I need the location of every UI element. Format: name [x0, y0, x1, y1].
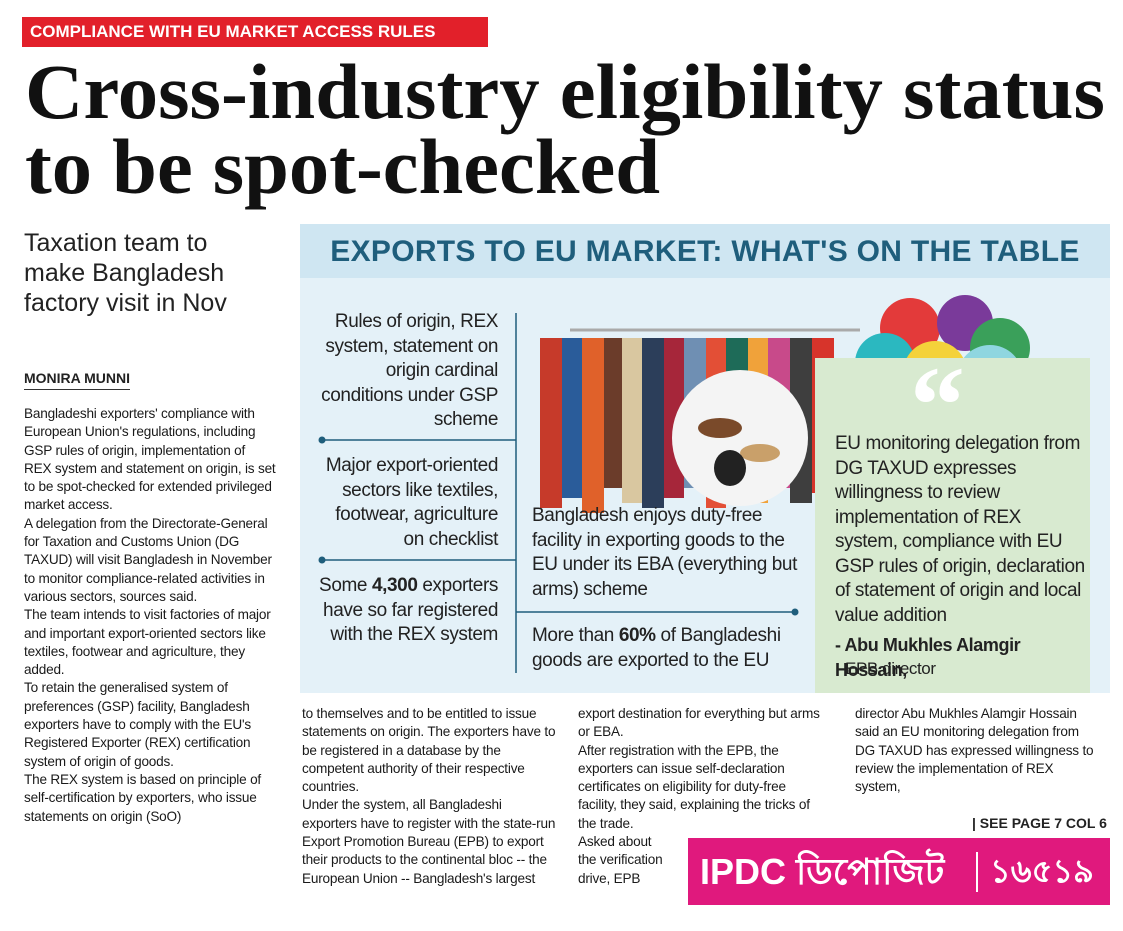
paragraph: The REX system is based on principle of … [24, 771, 262, 824]
clothes [540, 338, 834, 513]
highlight: 60% [618, 625, 656, 646]
ad-divider [976, 852, 978, 892]
text: More than [532, 625, 619, 646]
info-item: Rules of origin, REX system, statement o… [314, 310, 498, 433]
text: Rules of origin, REX system, statement o… [321, 311, 498, 430]
infographic: EXPORTS TO EU MARKET: WHAT'S ON THE TABL… [300, 224, 1110, 693]
quote-text: EU monitoring delegation from DG TAXUD e… [835, 433, 1085, 626]
paragraph: The team intends to visit factories of m… [24, 607, 271, 678]
quote-role: EPB director [845, 659, 936, 678]
info-item: More than 60% of Bangladeshi goods are e… [532, 624, 802, 673]
quote-box: “ EU monitoring delegation from DG TAXUD… [815, 350, 1090, 693]
advert[interactable]: IPDC ডিপোজিট ১৬৫১৯ [688, 838, 1110, 905]
paragraph: Bangladeshi exporters' compliance with E… [24, 406, 276, 513]
headline: Cross-industry eligibility status to be … [25, 50, 1105, 210]
headline-line: Cross-industry eligibility status [25, 50, 1105, 135]
see-page: | SEE PAGE 7 COL 6 [972, 815, 1107, 831]
paragraph: To retain the generalised system of pref… [24, 680, 251, 769]
column: Bangladeshi exporters' compliance with E… [24, 405, 276, 826]
text: Major export-oriented sectors like texti… [325, 455, 499, 550]
paragraph: to themselves and to be entitled to issu… [302, 706, 556, 795]
paragraph: After registration with the EPB, the exp… [578, 742, 810, 831]
text: of Bangladeshi goods are exported to the… [532, 625, 781, 671]
column: director Abu Mukhles Alamgir Hossain sai… [855, 705, 1100, 796]
text: Some [319, 575, 372, 596]
headline-line: to be spot-checked [25, 123, 660, 210]
ad-brand: IPDC ডিপোজিট [700, 851, 945, 892]
paragraph: Under the system, all Bangladeshi export… [302, 797, 556, 886]
highlight: 4,300 [371, 575, 418, 596]
kicker: COMPLIANCE WITH EU MARKET ACCESS RULES [22, 17, 488, 47]
info-item: Bangladesh enjoys duty-free facility in … [532, 504, 802, 602]
column: export destination for everything but ar… [578, 705, 828, 888]
text: Bangladesh enjoys duty-free facility in … [532, 505, 797, 600]
ad-number: ১৬৫১৯ [990, 853, 1094, 889]
paragraph: Asked about the verification drive, EPB [578, 834, 663, 886]
quote-name: - Abu Mukhles Alamgir Hossain, [835, 635, 1021, 680]
paragraph: A delegation from the Directorate-Genera… [24, 515, 272, 604]
text: exporters have so far registered with th… [323, 575, 498, 645]
subhead: Taxation team to make Bangladesh factory… [24, 229, 227, 317]
byline: MONIRA MUNNI [24, 370, 131, 390]
paragraph: director Abu Mukhles Alamgir Hossain sai… [855, 706, 1094, 795]
quote-mark: “ [910, 344, 965, 466]
info-item: Some 4,300 exporters have so far registe… [314, 574, 498, 648]
info-item: Major export-oriented sectors like texti… [314, 454, 499, 552]
paragraph: export destination for everything but ar… [578, 706, 820, 740]
info-title: EXPORTS TO EU MARKET: WHAT'S ON THE TABL… [300, 224, 1110, 278]
column: to themselves and to be entitled to issu… [302, 705, 556, 888]
